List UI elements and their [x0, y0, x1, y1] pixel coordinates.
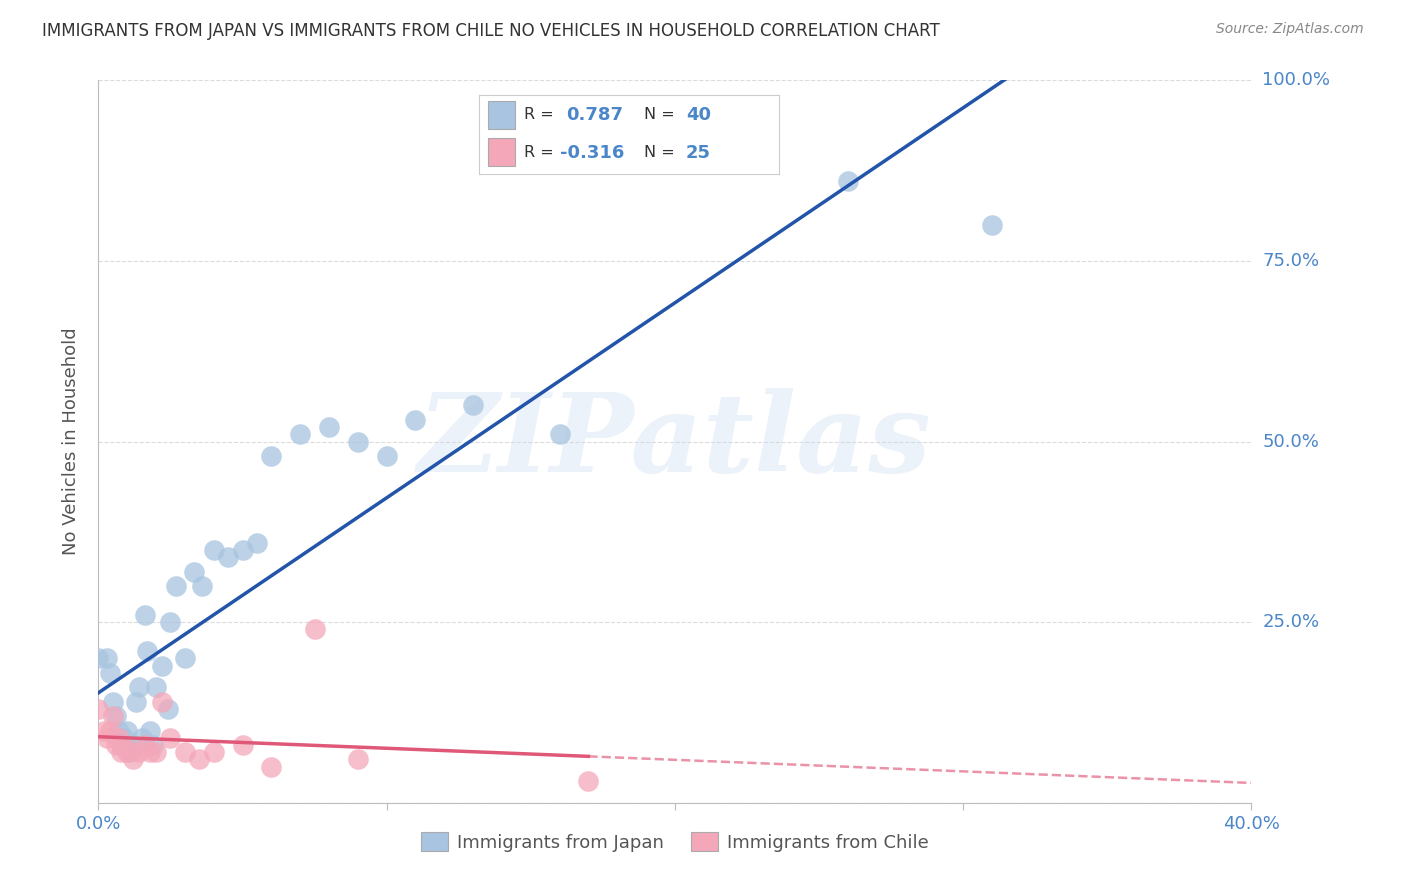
Point	[191, 579, 214, 593]
Point	[461, 398, 484, 412]
Point	[128, 680, 150, 694]
Point	[260, 449, 283, 463]
Point	[304, 623, 326, 637]
Point	[87, 702, 110, 716]
Point	[107, 723, 129, 738]
Point	[96, 731, 118, 745]
Point	[128, 745, 150, 759]
Text: ZIPatlas: ZIPatlas	[418, 388, 932, 495]
Point	[150, 695, 173, 709]
Point	[202, 745, 225, 759]
Point	[405, 413, 427, 427]
Point	[159, 731, 181, 745]
Point	[246, 535, 269, 549]
Point	[202, 542, 225, 557]
Point	[98, 723, 121, 738]
Point	[101, 695, 124, 709]
Text: 50.0%: 50.0%	[1263, 433, 1319, 450]
Point	[156, 702, 179, 716]
Point	[112, 738, 135, 752]
Point	[139, 745, 162, 759]
Point	[159, 615, 181, 630]
Point	[260, 760, 283, 774]
Point	[188, 752, 211, 766]
Text: Source: ZipAtlas.com: Source: ZipAtlas.com	[1216, 22, 1364, 37]
Point	[231, 542, 254, 557]
Point	[231, 738, 254, 752]
Point	[837, 174, 859, 188]
Point	[318, 420, 340, 434]
Text: 100.0%: 100.0%	[1263, 71, 1330, 89]
Y-axis label: No Vehicles in Household: No Vehicles in Household	[62, 327, 80, 556]
Point	[145, 680, 167, 694]
Point	[375, 449, 398, 463]
Point	[165, 579, 187, 593]
Point	[122, 738, 145, 752]
Point	[548, 427, 571, 442]
Point	[174, 651, 197, 665]
Text: 25.0%: 25.0%	[1263, 613, 1320, 632]
Legend: Immigrants from Japan, Immigrants from Chile: Immigrants from Japan, Immigrants from C…	[413, 825, 936, 859]
Point	[134, 607, 156, 622]
Point	[110, 745, 132, 759]
Point	[217, 550, 239, 565]
Point	[981, 218, 1004, 232]
Point	[112, 731, 135, 745]
Point	[150, 658, 173, 673]
Point	[107, 731, 129, 745]
Point	[139, 723, 162, 738]
Point	[136, 644, 159, 658]
Text: IMMIGRANTS FROM JAPAN VS IMMIGRANTS FROM CHILE NO VEHICLES IN HOUSEHOLD CORRELAT: IMMIGRANTS FROM JAPAN VS IMMIGRANTS FROM…	[42, 22, 941, 40]
Point	[578, 774, 600, 789]
Point	[346, 752, 368, 766]
Text: 75.0%: 75.0%	[1263, 252, 1320, 270]
Point	[125, 695, 148, 709]
Point	[117, 745, 139, 759]
Point	[87, 651, 110, 665]
Point	[183, 565, 205, 579]
Point	[96, 651, 118, 665]
Point	[131, 731, 153, 745]
Point	[117, 723, 139, 738]
Point	[104, 709, 127, 723]
Point	[104, 738, 127, 752]
Point	[110, 738, 132, 752]
Point	[145, 745, 167, 759]
Point	[142, 738, 165, 752]
Point	[174, 745, 197, 759]
Point	[122, 752, 145, 766]
Point	[134, 738, 156, 752]
Point	[346, 434, 368, 449]
Point	[93, 723, 115, 738]
Point	[98, 665, 121, 680]
Point	[120, 745, 142, 759]
Point	[101, 709, 124, 723]
Point	[290, 427, 312, 442]
